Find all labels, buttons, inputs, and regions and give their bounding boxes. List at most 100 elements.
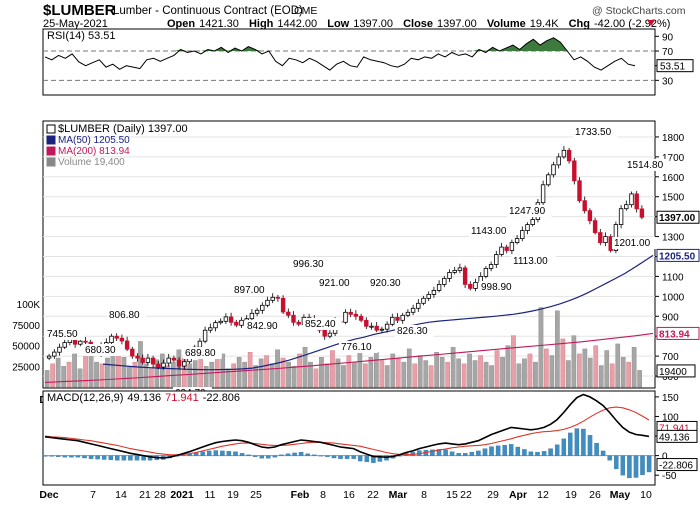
volume-bar <box>242 361 248 388</box>
macd-hist-bar <box>600 450 606 456</box>
volume-label: Volume <box>487 18 526 30</box>
volume-bar <box>363 363 368 388</box>
candle-body <box>156 363 161 368</box>
candle-body <box>145 357 151 363</box>
candle-body <box>109 335 114 344</box>
volume-bar <box>138 341 143 388</box>
price-annotation-bg <box>511 255 556 267</box>
candle-body <box>327 332 333 337</box>
price-tick-label: 1700 <box>662 153 685 164</box>
chg-value: -42.00 (-2.92%) <box>594 18 670 30</box>
ma50-line <box>102 254 654 371</box>
volume-bar <box>220 353 226 388</box>
macd-hist-bar <box>55 455 61 457</box>
volume-bar <box>379 360 385 388</box>
price-annotation: 1247.90 <box>509 206 546 217</box>
macd-hist-bar <box>489 446 494 456</box>
macd-hist-bar <box>305 453 310 456</box>
quote-date: 25-May-2021 <box>43 18 108 30</box>
volume-bar <box>571 335 577 388</box>
volume-bar <box>516 363 522 388</box>
candle-body <box>140 357 145 363</box>
volume-bar <box>247 352 253 388</box>
volume-bar <box>50 363 56 388</box>
price-annotation: 806.80 <box>109 310 140 321</box>
volume-bar <box>110 352 116 388</box>
candle-body <box>358 315 364 321</box>
volume-bar <box>330 350 335 388</box>
volume-bar <box>44 370 50 388</box>
macd-hist-bar <box>134 455 140 461</box>
volume-tick-label: 100K <box>17 300 41 311</box>
macd-hist-bar <box>115 455 120 461</box>
volume-bar <box>472 360 478 388</box>
macd-hist-bar <box>568 432 573 456</box>
price-annotation: 776.10 <box>341 342 372 353</box>
candle-body <box>587 210 593 222</box>
volume-bar <box>401 361 407 388</box>
macd-hist-bar <box>351 455 356 459</box>
low-label: Low <box>327 18 349 30</box>
price-annotation: 897.00 <box>234 285 265 296</box>
candle-body <box>494 254 499 265</box>
volume-bar <box>346 355 352 388</box>
price-annotation-bg <box>107 309 146 321</box>
candle-body <box>374 325 379 331</box>
x-label-bottom: 28 <box>154 489 166 501</box>
candle-body <box>426 293 431 299</box>
candle-body <box>603 236 608 244</box>
high-label: High <box>249 18 274 30</box>
quote-line: Open 1421.30 High 1442.00 Low 1397.00 Close… <box>167 18 670 30</box>
candle-body <box>546 174 551 186</box>
volume-bar <box>187 363 193 388</box>
volume-bar <box>461 363 467 388</box>
macd-hist-bar <box>456 453 461 456</box>
price-annotation: 689.80 <box>185 348 216 359</box>
candle-body <box>369 325 374 328</box>
price-annotation-bg <box>83 344 122 356</box>
volume-bar <box>319 357 324 388</box>
candle-body <box>577 180 582 202</box>
candle-body <box>509 242 515 251</box>
volume-bar <box>198 355 204 388</box>
macd-hist-bar <box>443 449 448 456</box>
macd-hist-bar <box>449 451 455 456</box>
volume-bar <box>236 357 242 388</box>
price-annotation: 745.50 <box>47 329 78 340</box>
ma200-box <box>656 326 700 340</box>
high-value: 1442.00 <box>277 18 317 30</box>
candle-body <box>296 321 301 325</box>
macd-hist-bar <box>581 428 586 456</box>
volume-bar <box>450 347 456 388</box>
candle-body <box>473 281 478 289</box>
candle-body <box>618 208 624 225</box>
x-label-bottom: 21 <box>139 489 151 501</box>
price-annotation: 1514.80 <box>627 160 664 171</box>
macd-hist-bar <box>220 450 225 456</box>
volume-bar <box>445 361 451 388</box>
candle-body <box>520 230 525 240</box>
candle-body <box>421 297 426 304</box>
macd-hist-bar <box>246 454 251 456</box>
volume-bar <box>406 348 412 388</box>
candle-body <box>249 312 255 320</box>
rsi-line <box>44 37 636 71</box>
volume-bar <box>500 357 505 388</box>
candle-body <box>572 160 577 182</box>
macd-hist-bar <box>233 451 238 456</box>
x-label-bottom: 11 <box>205 489 216 501</box>
price-annotation: 1143.00 <box>471 226 507 237</box>
volume-bar <box>533 361 538 388</box>
candle-body <box>150 357 156 365</box>
volume-bar <box>335 358 341 388</box>
candle-body <box>499 246 504 255</box>
volume-bar <box>549 355 555 388</box>
candle-body <box>208 327 213 331</box>
candle-body <box>551 164 556 176</box>
price-tick-label: 1300 <box>662 233 685 244</box>
instrument-name: Lumber - Continuous Contract (EOD) <box>113 5 303 17</box>
volume-bar <box>412 363 418 388</box>
symbol: $LUMBER <box>43 2 116 19</box>
